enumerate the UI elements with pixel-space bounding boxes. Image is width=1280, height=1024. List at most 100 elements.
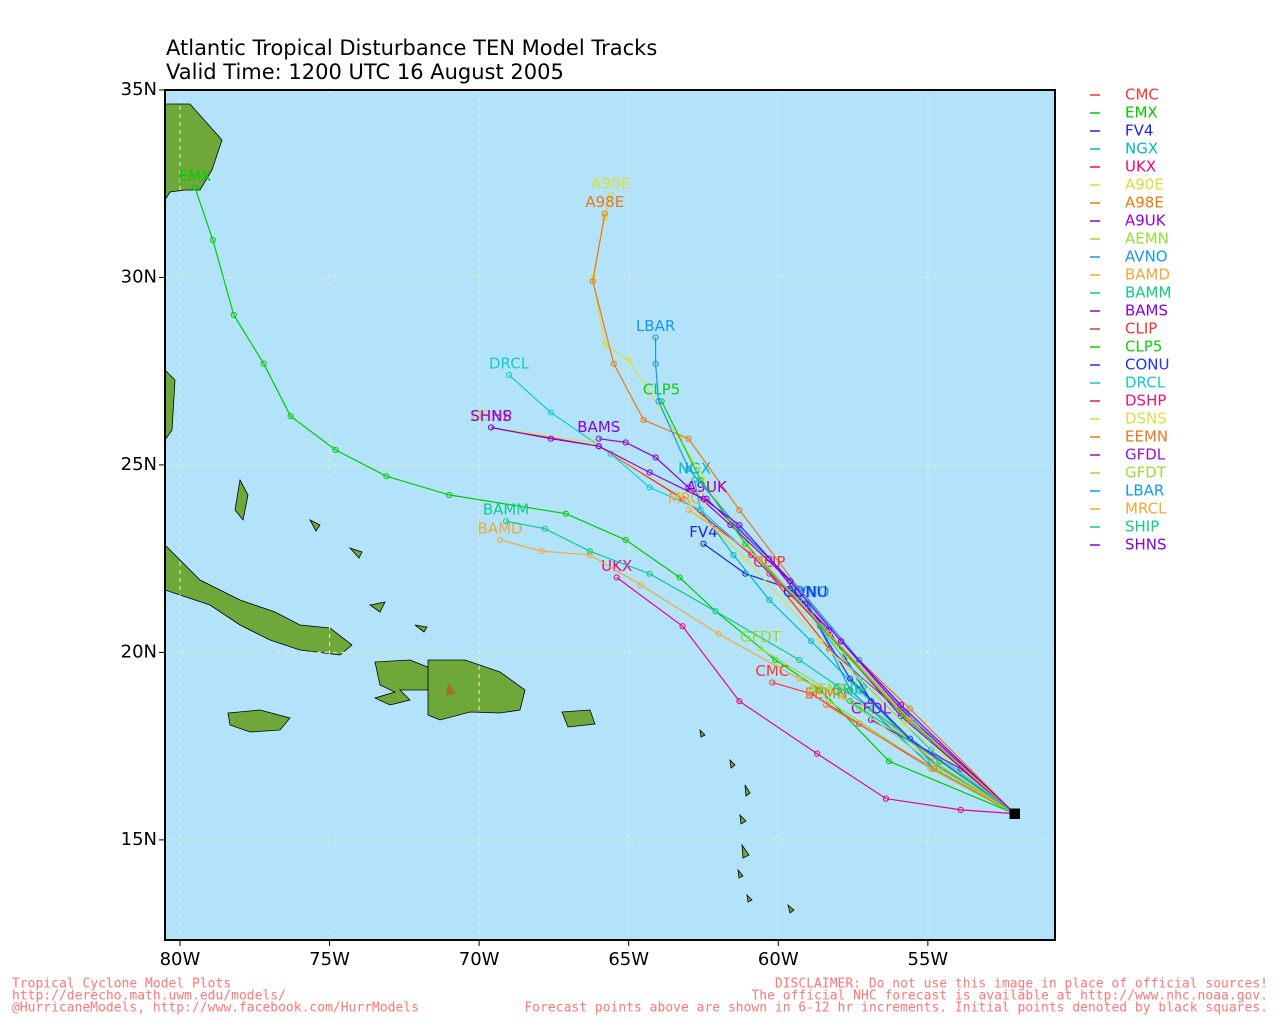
track-label: EMX — [179, 167, 212, 185]
legend-label: DSHP — [1125, 392, 1166, 410]
track-point — [287, 413, 294, 420]
legend-label: BAMD — [1125, 266, 1170, 284]
track-point — [646, 570, 653, 577]
florida — [165, 369, 176, 441]
track-point — [906, 705, 914, 712]
track-label: FV4 — [689, 523, 717, 541]
track-point — [676, 435, 683, 442]
track-line — [804, 603, 1015, 815]
track-point — [730, 551, 737, 559]
y-tick-label: 15N — [121, 829, 157, 850]
track-line — [598, 438, 1016, 815]
track-point — [906, 716, 914, 724]
track-point — [679, 623, 686, 630]
legend-label: AEMN — [1125, 230, 1169, 248]
grid-layer: 80W 75W 70W 65W 60W 55W 15N 20N 25N 30N 35N — [121, 79, 1055, 970]
track-point — [601, 210, 608, 217]
track-point — [676, 574, 683, 581]
track-point — [685, 435, 692, 442]
y-tick-label: 25N — [121, 454, 157, 475]
track-point — [547, 409, 555, 416]
track-point — [446, 491, 453, 499]
track-point — [796, 675, 803, 682]
y-tick-label: 30N — [121, 266, 157, 287]
legend-label: A9UK — [1125, 212, 1167, 230]
track-point — [742, 540, 749, 547]
legend-label: CLP5 — [1125, 338, 1162, 356]
legend-label: EMX — [1125, 104, 1158, 122]
track-point — [496, 536, 504, 544]
track-line — [655, 337, 1015, 815]
jamaica — [227, 709, 291, 733]
legend-label: EEMN — [1125, 428, 1168, 446]
legend-label: GFDT — [1125, 464, 1167, 482]
track-point — [487, 424, 495, 431]
track-point — [736, 525, 743, 532]
track-point — [209, 236, 216, 244]
track-label: LBAR — [636, 317, 675, 335]
track-line — [490, 426, 1016, 815]
track-label: DSHP — [470, 407, 511, 425]
footer: Tropical Cyclone Model Plotshttp://derec… — [12, 977, 1268, 1016]
track-line — [759, 648, 1015, 815]
x-tick-label: 55W — [908, 949, 949, 970]
track-label: EEMN — [805, 684, 848, 702]
track-point — [712, 608, 719, 615]
track-point — [538, 548, 546, 555]
legend-label: A98E — [1125, 194, 1164, 212]
footer-note: Forecast points above are shown in 6-12 … — [524, 1001, 1268, 1016]
track-label: DRCL — [489, 354, 530, 372]
track-point — [646, 484, 653, 491]
haiti — [373, 659, 431, 706]
track-point — [541, 525, 549, 532]
track-label: BAMS — [577, 418, 620, 436]
legend-label: SHNS — [1125, 536, 1167, 554]
track-point — [625, 356, 632, 364]
track-label: GFDL — [851, 699, 892, 717]
legend-label: GFDL — [1125, 446, 1166, 464]
track-point — [613, 574, 620, 581]
track-point — [652, 454, 659, 461]
footer-note: DISCLAIMER: Do not use this image in pla… — [775, 977, 1268, 992]
track-point — [927, 735, 934, 742]
track-point — [502, 518, 510, 525]
track-point — [823, 701, 830, 709]
track-point — [787, 578, 794, 585]
track-point — [676, 491, 683, 499]
track-point — [601, 341, 608, 349]
track-point — [700, 540, 707, 547]
track-point — [930, 765, 937, 772]
track-point — [796, 656, 803, 664]
footer-note: @HurricaneModels, http://www.facebook.co… — [12, 1001, 419, 1016]
track-point — [230, 311, 237, 319]
track-label: A98E — [585, 193, 624, 211]
track-point — [586, 548, 593, 555]
track-label: CMC — [755, 662, 789, 680]
track-point — [622, 439, 629, 446]
track-point — [769, 679, 776, 686]
footer-note: The official NHC forecast is available a… — [751, 989, 1268, 1004]
chart-subtitle: Valid Time: 1200 UTC 16 August 2005 — [166, 60, 564, 84]
track-point — [867, 698, 875, 705]
track-point — [700, 495, 707, 502]
track-point — [936, 765, 943, 772]
legend-label: A90E — [1125, 176, 1164, 194]
track-point — [622, 536, 629, 544]
track-point — [936, 758, 943, 765]
footer-note: Tropical Cyclone Model Plots — [12, 977, 231, 992]
track-line — [592, 213, 1016, 815]
legend-label: MRCL — [1125, 500, 1167, 518]
track-label: GFDT — [740, 628, 782, 646]
legend-label: CLIP — [1125, 320, 1157, 338]
track-point — [736, 698, 743, 705]
track-point — [846, 686, 854, 694]
x-tick-label: 65W — [608, 949, 649, 970]
track-point — [826, 630, 833, 637]
track-line — [616, 576, 1015, 815]
track-point — [736, 521, 743, 529]
track-label: A9UK — [686, 478, 728, 496]
track-point — [652, 334, 659, 341]
track-label: SHNS — [470, 407, 512, 425]
track-point — [383, 473, 390, 480]
